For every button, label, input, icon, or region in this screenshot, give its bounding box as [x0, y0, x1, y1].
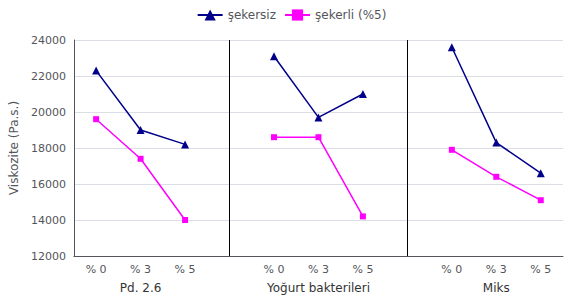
svg-text:% 3: % 3 — [308, 263, 329, 276]
svg-text:20000: 20000 — [31, 106, 66, 119]
svg-text:18000: 18000 — [31, 142, 66, 155]
svg-text:22000: 22000 — [31, 70, 66, 83]
svg-text:12000: 12000 — [31, 250, 66, 263]
svg-text:Yoğurt bakterileri: Yoğurt bakterileri — [266, 281, 370, 295]
svg-text:Viskozite (Pa.s.): Viskozite (Pa.s.) — [7, 101, 21, 195]
svg-text:16000: 16000 — [31, 178, 66, 191]
svg-text:% 3: % 3 — [486, 263, 507, 276]
svg-text:şekersiz: şekersiz — [228, 8, 276, 22]
svg-text:% 5: % 5 — [175, 263, 196, 276]
svg-text:şekerli (%5): şekerli (%5) — [315, 8, 386, 22]
svg-text:Pd. 2.6: Pd. 2.6 — [120, 281, 162, 295]
svg-text:Miks: Miks — [483, 281, 510, 295]
svg-text:% 5: % 5 — [530, 263, 551, 276]
svg-text:% 0: % 0 — [264, 263, 285, 276]
svg-text:14000: 14000 — [31, 214, 66, 227]
svg-text:% 0: % 0 — [86, 263, 107, 276]
svg-text:% 3: % 3 — [130, 263, 151, 276]
svg-text:24000: 24000 — [31, 34, 66, 47]
svg-text:% 0: % 0 — [441, 263, 462, 276]
svg-text:% 5: % 5 — [352, 263, 373, 276]
